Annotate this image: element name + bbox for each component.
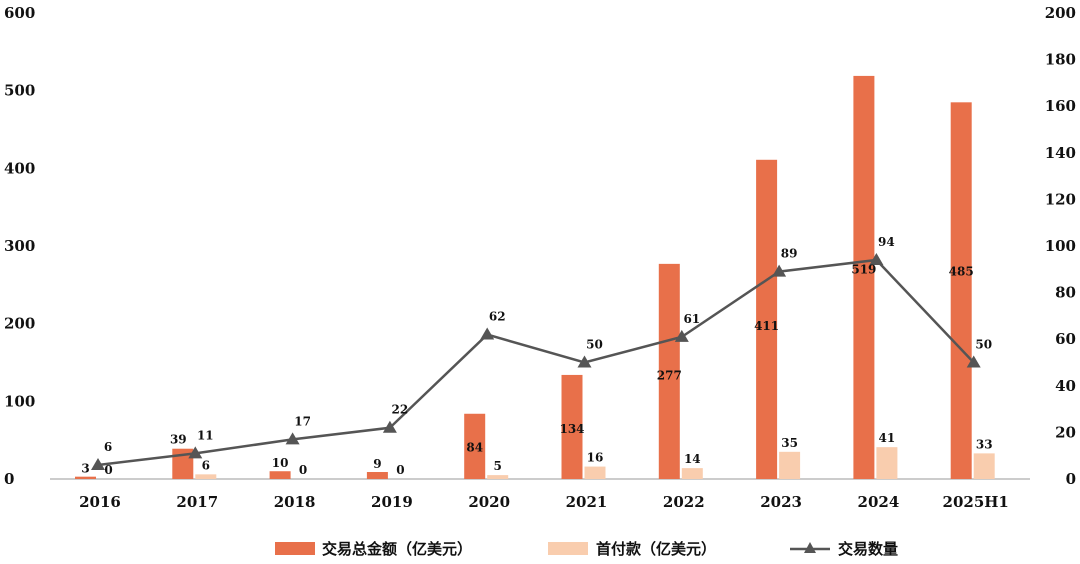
bars <box>75 75 995 480</box>
line-marker-deal-count <box>382 420 397 433</box>
data-label-total-amount: 134 <box>559 422 584 436</box>
bar-total-amount <box>464 413 486 479</box>
left-axis-tick-label: 500 <box>4 82 35 100</box>
data-label-down-payment: 35 <box>781 436 798 450</box>
data-label-down-payment: 5 <box>494 459 502 473</box>
category-label: 2022 <box>663 493 705 511</box>
data-label-deal-count: 50 <box>586 338 603 352</box>
data-label-down-payment: 6 <box>202 458 210 472</box>
data-label-deal-count: 17 <box>294 414 311 428</box>
bar-down-payment <box>973 453 995 479</box>
data-label-deal-count: 89 <box>781 247 798 261</box>
right-axis-tick-label: 80 <box>1055 284 1076 302</box>
data-label-deal-count: 94 <box>878 235 895 249</box>
bar-down-payment <box>876 447 898 479</box>
right-axis-tick-label: 180 <box>1045 51 1076 69</box>
line-marker-deal-count <box>285 432 300 445</box>
right-axis-tick-label: 100 <box>1045 237 1076 255</box>
right-axis-tick-label: 140 <box>1045 144 1076 162</box>
right-axis-tick-label: 40 <box>1055 377 1076 395</box>
data-label-total-amount: 39 <box>170 433 187 447</box>
left-axis-tick-label: 300 <box>4 237 35 255</box>
category-label: 2018 <box>274 493 316 511</box>
left-axis-tick-label: 600 <box>4 4 35 22</box>
bar-total-amount <box>561 374 583 479</box>
bar-down-payment <box>584 466 606 479</box>
data-label-down-payment: 14 <box>684 452 701 466</box>
data-label-deal-count: 50 <box>975 338 992 352</box>
legend: 交易总金额（亿美元） 首付款（亿美元） 交易数量 <box>275 540 898 558</box>
category-label: 2023 <box>760 493 802 511</box>
legend-label-total: 交易总金额（亿美元） <box>322 540 472 558</box>
bar-total-amount <box>853 75 875 479</box>
data-label-deal-count: 6 <box>104 440 112 454</box>
left-axis: 0 100 200 300 400 500 600 <box>4 4 35 488</box>
legend-swatch-downpayment <box>548 542 588 555</box>
data-label-down-payment: 0 <box>396 463 404 477</box>
line-marker-deal-count <box>674 329 689 342</box>
category-label: 2024 <box>858 493 900 511</box>
bar-total-amount <box>756 159 778 480</box>
category-label: 2025H1 <box>943 493 1009 511</box>
bar-down-payment <box>487 475 509 479</box>
data-label-total-amount: 277 <box>657 369 682 383</box>
data-label-down-payment: 0 <box>299 463 307 477</box>
right-axis-tick-label: 60 <box>1055 330 1076 348</box>
data-label-deal-count: 11 <box>197 428 214 442</box>
data-label-total-amount: 485 <box>949 265 974 279</box>
data-label-down-payment: 33 <box>976 437 993 451</box>
line-marker-deal-count <box>772 264 787 277</box>
line-marker-deal-count <box>480 327 495 340</box>
bar-total-amount <box>658 263 680 479</box>
category-label: 2021 <box>566 493 608 511</box>
right-axis-tick-label: 20 <box>1055 423 1076 441</box>
line-series <box>91 252 981 471</box>
left-axis-tick-label: 400 <box>4 159 35 177</box>
data-label-total-amount: 519 <box>851 262 876 276</box>
line-marker-deal-count <box>869 252 884 265</box>
bar-total-amount <box>75 476 96 479</box>
data-label-down-payment: 16 <box>587 451 604 465</box>
data-label-total-amount: 411 <box>754 319 779 333</box>
data-label-down-payment: 0 <box>104 463 112 477</box>
right-axis-tick-label: 120 <box>1045 190 1076 208</box>
bar-down-payment <box>779 451 801 479</box>
right-axis-tick-label: 0 <box>1066 470 1076 488</box>
bar-down-payment <box>681 468 703 479</box>
line-marker-deal-count <box>91 458 105 471</box>
data-label-total-amount: 10 <box>272 456 289 470</box>
legend-swatch-total <box>275 542 315 555</box>
legend-marker-count <box>804 542 816 553</box>
bar-down-payment <box>195 474 217 479</box>
legend-label-count: 交易数量 <box>838 540 898 558</box>
data-label-down-payment: 41 <box>879 431 896 445</box>
line-marker-deal-count <box>966 355 981 368</box>
category-label: 2020 <box>468 493 510 511</box>
right-axis-tick-label: 200 <box>1045 4 1076 22</box>
bar-total-amount <box>950 102 972 480</box>
bar-total-amount <box>269 471 291 479</box>
right-axis: 0 20 40 60 80 100 120 140 160 180 200 <box>1045 4 1076 488</box>
data-label-total-amount: 84 <box>466 441 483 455</box>
category-label: 2017 <box>176 493 218 511</box>
category-label: 2016 <box>79 493 121 511</box>
category-labels: 2016 2017 2018 2019 2020 2021 2022 2023 2024 2025… <box>79 493 1009 511</box>
right-axis-tick-label: 160 <box>1045 97 1076 115</box>
category-label: 2019 <box>371 493 413 511</box>
data-label-deal-count: 22 <box>392 403 409 417</box>
left-axis-tick-label: 200 <box>4 315 35 333</box>
data-label-deal-count: 61 <box>683 312 700 326</box>
left-axis-tick-label: 100 <box>4 392 35 410</box>
line-marker-deal-count <box>577 355 592 368</box>
left-axis-tick-label: 0 <box>4 470 14 488</box>
line-marker-deal-count <box>188 446 203 459</box>
line-deal-count <box>97 258 975 467</box>
bar-total-amount <box>366 472 388 479</box>
legend-label-downpayment: 首付款（亿美元） <box>596 540 716 558</box>
data-label-total-amount: 9 <box>373 457 381 471</box>
data-label-total-amount: 3 <box>81 462 89 476</box>
data-label-deal-count: 62 <box>489 310 506 324</box>
